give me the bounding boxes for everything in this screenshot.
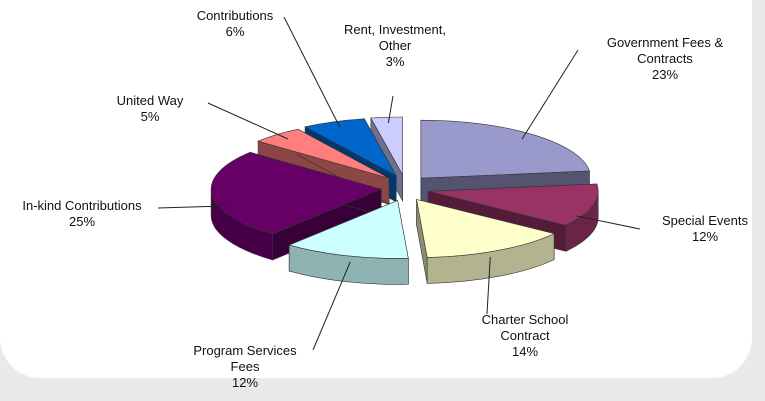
category-name: Contributions	[196, 8, 274, 23]
slice	[210, 151, 383, 235]
value-label: 5%	[140, 109, 160, 124]
category-name: Charter School Contract	[481, 312, 569, 343]
value-label: 23%	[651, 67, 679, 82]
slice-label: Special Events 12%	[645, 213, 765, 245]
leader-line	[521, 49, 579, 140]
category-name: Program Services Fees	[193, 343, 297, 374]
slice	[288, 200, 409, 259]
value-label: 12%	[691, 229, 719, 244]
value-label: 25%	[68, 214, 96, 229]
slice-label: Contributions 6%	[185, 8, 285, 40]
category-name: In-kind Contributions	[22, 198, 142, 213]
leader-line	[486, 256, 491, 315]
leader-line	[207, 102, 289, 140]
slice-label: Program Services Fees 12%	[180, 343, 310, 391]
value-label: 3%	[385, 54, 405, 69]
leader-line	[157, 205, 229, 209]
category-name: Government Fees & Contracts	[606, 35, 724, 66]
leader-line	[312, 261, 351, 351]
value-label: 14%	[511, 344, 539, 359]
category-name: United Way	[116, 93, 184, 108]
slice	[370, 116, 403, 177]
slice	[416, 199, 555, 258]
slice-label: Charter School Contract 14%	[475, 312, 575, 360]
slice-label: Rent, Investment, Other 3%	[333, 22, 458, 70]
slice-label: In-kind Contributions 25%	[0, 198, 167, 230]
slice	[304, 118, 397, 177]
category-name: Rent, Investment, Other	[344, 22, 446, 53]
leader-line	[283, 16, 341, 128]
value-label: 12%	[231, 375, 259, 390]
slice	[420, 119, 590, 179]
leader-line	[576, 215, 641, 230]
slice	[428, 183, 599, 226]
slice	[257, 128, 390, 179]
slice-label: United Way 5%	[100, 93, 200, 125]
slice-label: Government Fees & Contracts 23%	[600, 35, 730, 83]
category-name: Special Events	[662, 213, 748, 228]
leader-line	[387, 95, 394, 124]
value-label: 6%	[225, 24, 245, 39]
